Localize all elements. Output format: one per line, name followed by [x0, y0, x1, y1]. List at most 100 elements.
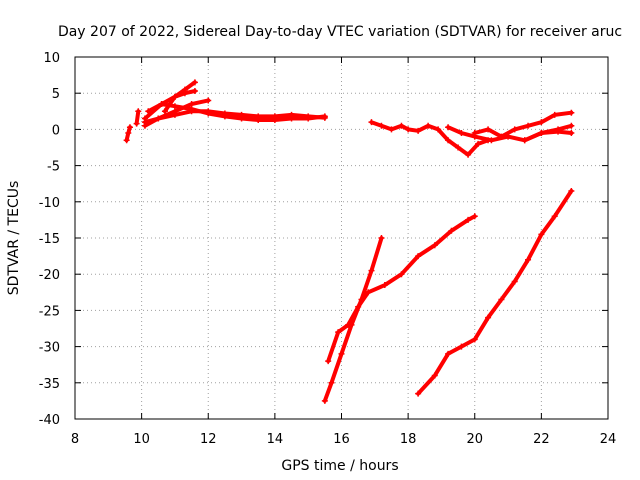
data-point-marker	[255, 116, 262, 123]
data-point-marker	[368, 119, 375, 126]
data-point-marker	[126, 124, 133, 131]
series-line	[416, 188, 574, 396]
data-point-marker	[388, 126, 395, 133]
data-point-marker	[498, 133, 505, 140]
data-point-marker	[368, 267, 375, 274]
data-point-marker	[568, 130, 575, 137]
data-point-marker	[458, 130, 465, 137]
x-tick-label: 12	[200, 432, 217, 447]
series-arc-h	[368, 119, 492, 158]
data-point-marker	[415, 253, 422, 260]
data-point-marker	[191, 79, 198, 86]
data-point-marker	[135, 108, 142, 115]
y-tick-label: 0	[52, 123, 60, 138]
data-point-marker	[435, 126, 442, 133]
y-tick-label: -10	[39, 196, 60, 211]
data-point-marker	[181, 90, 188, 97]
data-point-marker	[465, 151, 472, 158]
data-point-marker	[568, 187, 575, 194]
data-point-marker	[221, 113, 228, 120]
y-tick-label: 5	[52, 87, 60, 102]
chart-title: Day 207 of 2022, Sidereal Day-to-day VTE…	[58, 24, 622, 40]
data-point-marker	[335, 329, 342, 336]
data-point-marker	[288, 115, 295, 122]
data-point-marker	[538, 231, 545, 238]
data-point-marker	[171, 103, 178, 110]
y-tick-label: -25	[39, 304, 60, 319]
x-axis: 8 10 12 14 16 18 20 22 24	[71, 57, 616, 447]
data-point-marker	[485, 314, 492, 321]
data-point-marker	[498, 296, 505, 303]
data-point-marker	[171, 108, 178, 115]
data-point-marker	[475, 140, 482, 147]
series-line	[322, 236, 384, 403]
x-tick-label: 18	[400, 432, 417, 447]
series-arc-k	[521, 128, 575, 144]
data-point-marker	[328, 379, 335, 386]
series-arc-b	[133, 108, 142, 127]
data-point-marker	[538, 130, 545, 137]
x-tick-label: 22	[533, 432, 550, 447]
y-tick-label: -20	[39, 268, 60, 283]
data-point-marker	[521, 137, 528, 144]
series-arc-j	[471, 109, 575, 140]
data-point-marker	[538, 119, 545, 126]
data-point-marker	[161, 108, 168, 115]
data-point-marker	[348, 321, 355, 328]
data-point-marker	[141, 122, 148, 129]
data-point-marker	[398, 271, 405, 278]
data-point-marker	[123, 137, 130, 144]
y-tick-label: 10	[43, 51, 60, 66]
data-point-marker	[188, 101, 195, 108]
x-axis-label: GPS time / hours	[281, 458, 398, 474]
data-point-marker	[321, 397, 328, 404]
y-axis: -40 -35 -30 -25 -20 -15 -10 -5 0 5 10	[39, 51, 608, 428]
series-arc-e	[141, 97, 212, 129]
data-point-marker	[445, 124, 452, 131]
data-point-marker	[141, 115, 148, 122]
data-point-marker	[133, 120, 140, 127]
data-point-marker	[155, 115, 162, 122]
y-tick-label: -5	[47, 160, 60, 175]
series-arc-a	[123, 124, 133, 144]
data-point-marker	[511, 278, 518, 285]
data-point-marker	[338, 350, 345, 357]
data-point-marker	[568, 109, 575, 116]
data-point-marker	[551, 111, 558, 118]
series-line	[326, 214, 477, 364]
data-point-marker	[471, 336, 478, 343]
data-point-marker	[321, 113, 328, 120]
data-point-marker	[271, 116, 278, 123]
data-point-marker	[455, 144, 462, 151]
data-point-marker	[358, 296, 365, 303]
data-point-marker	[405, 126, 412, 133]
data-point-marker	[378, 235, 385, 241]
data-point-marker	[425, 122, 432, 129]
series-line	[369, 120, 491, 157]
data-point-marker	[171, 93, 178, 100]
data-point-marker	[205, 110, 212, 117]
y-tick-label: -40	[39, 413, 60, 428]
data-point-marker	[568, 122, 575, 129]
data-point-marker	[378, 122, 385, 129]
data-series-group	[123, 79, 575, 404]
x-tick-label: 8	[71, 432, 79, 447]
data-point-marker	[445, 350, 452, 357]
data-point-marker	[431, 242, 438, 249]
x-tick-label: 20	[466, 432, 483, 447]
y-tick-label: -35	[39, 377, 60, 392]
data-point-marker	[551, 213, 558, 220]
data-point-marker	[445, 137, 452, 144]
data-point-marker	[458, 343, 465, 350]
data-point-marker	[485, 126, 492, 133]
x-tick-label: 14	[267, 432, 284, 447]
x-tick-label: 16	[333, 432, 350, 447]
series-line	[162, 89, 197, 114]
data-point-marker	[431, 372, 438, 379]
data-point-marker	[415, 390, 422, 397]
data-point-marker	[471, 130, 478, 137]
data-point-marker	[191, 88, 198, 95]
data-point-marker	[511, 126, 518, 133]
data-point-marker	[325, 358, 332, 365]
